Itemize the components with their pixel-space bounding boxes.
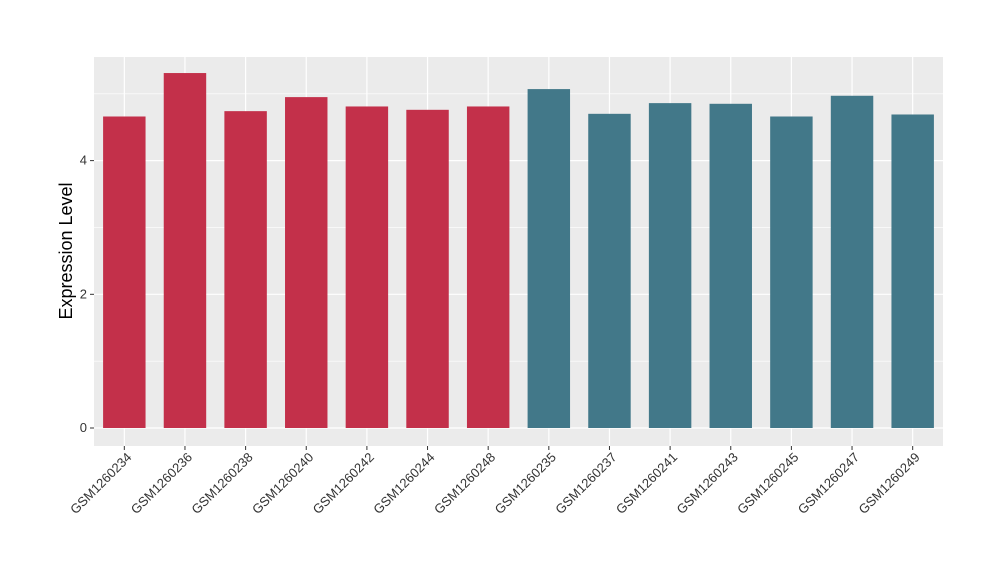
x-tick-label: GSM1260236	[128, 450, 195, 517]
bar	[345, 106, 389, 428]
bar	[891, 114, 934, 429]
bar	[103, 116, 146, 429]
y-tick-label: 2	[80, 286, 87, 301]
x-tick-label: GSM1260248	[431, 450, 498, 517]
bar	[224, 111, 267, 429]
bar	[648, 103, 692, 428]
bar	[588, 113, 631, 428]
x-tick-label: GSM1260240	[249, 450, 316, 517]
x-tick-label: GSM1260247	[795, 450, 862, 517]
bar	[466, 106, 510, 428]
bars	[103, 73, 934, 429]
bar	[406, 109, 449, 428]
bar	[163, 73, 207, 428]
x-tick-label: GSM1260249	[855, 450, 922, 517]
x-tick-label: GSM1260242	[310, 450, 377, 517]
x-tick-label: GSM1260244	[370, 450, 437, 517]
x-tick-label: GSM1260241	[613, 450, 680, 517]
x-tick-label: GSM1260234	[67, 450, 134, 517]
x-tick-label: GSM1260237	[552, 450, 619, 517]
bar	[527, 89, 571, 428]
y-tick-label: 0	[80, 420, 87, 435]
bar	[709, 103, 752, 429]
bar	[285, 97, 328, 429]
x-tick-label: GSM1260235	[492, 450, 559, 517]
bar	[830, 95, 874, 428]
x-tick-label: GSM1260245	[734, 450, 801, 517]
plot-panel	[94, 57, 943, 446]
y-tick-label: 4	[80, 153, 87, 168]
x-tick-label: GSM1260238	[188, 450, 255, 517]
x-tick-label: GSM1260243	[674, 450, 741, 517]
y-axis-title: Expression Level	[56, 182, 76, 319]
bar	[770, 116, 813, 429]
